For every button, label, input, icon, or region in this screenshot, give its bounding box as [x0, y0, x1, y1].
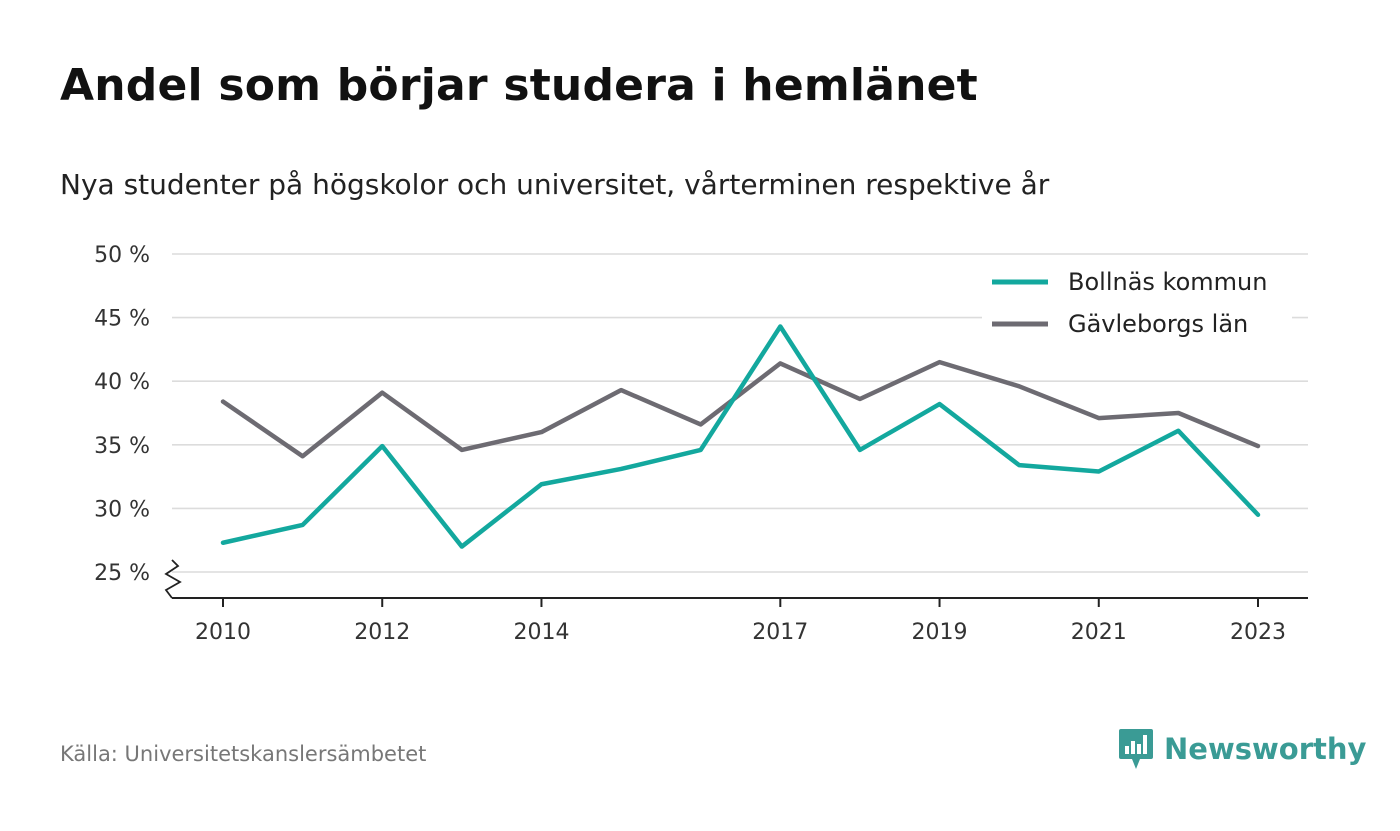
x-tick-label: 2019: [912, 620, 968, 645]
legend-background: [982, 262, 1292, 344]
legend-label: Bollnäs kommun: [1068, 268, 1267, 296]
brand-logo: Newsworthy: [1118, 726, 1366, 772]
y-tick-label: 30 %: [94, 497, 150, 522]
series-line: [220, 359, 1261, 459]
chart-subtitle: Nya studenter på högskolor och universit…: [60, 168, 1050, 201]
newsworthy-logo-icon: [1119, 729, 1153, 769]
chart-title: Andel som börjar studera i hemlänet: [60, 60, 978, 111]
y-tick-label: 25 %: [94, 561, 150, 586]
x-tick-label: 2012: [354, 620, 410, 645]
x-tick-label: 2017: [752, 620, 808, 645]
series-lines: [220, 324, 1261, 549]
axes: [164, 559, 1308, 599]
y-tick-label: 40 %: [94, 370, 150, 395]
y-axis-break: [164, 559, 182, 599]
x-tick-label: 2010: [195, 620, 251, 645]
legend-label: Gävleborgs län: [1068, 310, 1248, 338]
gridlines: [172, 253, 1308, 573]
y-tick-label: 50 %: [94, 243, 150, 268]
source-note: Källa: Universitetskanslersämbetet: [60, 742, 427, 766]
legend: Bollnäs kommun Gävleborgs län: [982, 262, 1292, 344]
y-axis-ticks: 25 % 30 % 35 % 40 % 45 % 50 %: [94, 243, 150, 586]
x-tick-label: 2023: [1230, 620, 1286, 645]
line-chart: 25 %30 %35 %40 %45 %50 % 2010 2012 2014 201…: [94, 243, 1308, 645]
brand-name: Newsworthy: [1164, 732, 1367, 766]
x-tick-label: 2021: [1071, 620, 1127, 645]
series-line: [220, 324, 1261, 549]
y-tick-label: 35 %: [94, 434, 150, 459]
x-axis-ticks: 2010 2012 2014 2017 2019 2021 2023: [195, 598, 1286, 645]
x-tick-label: 2014: [513, 620, 569, 645]
y-tick-label: 45 %: [94, 307, 150, 332]
